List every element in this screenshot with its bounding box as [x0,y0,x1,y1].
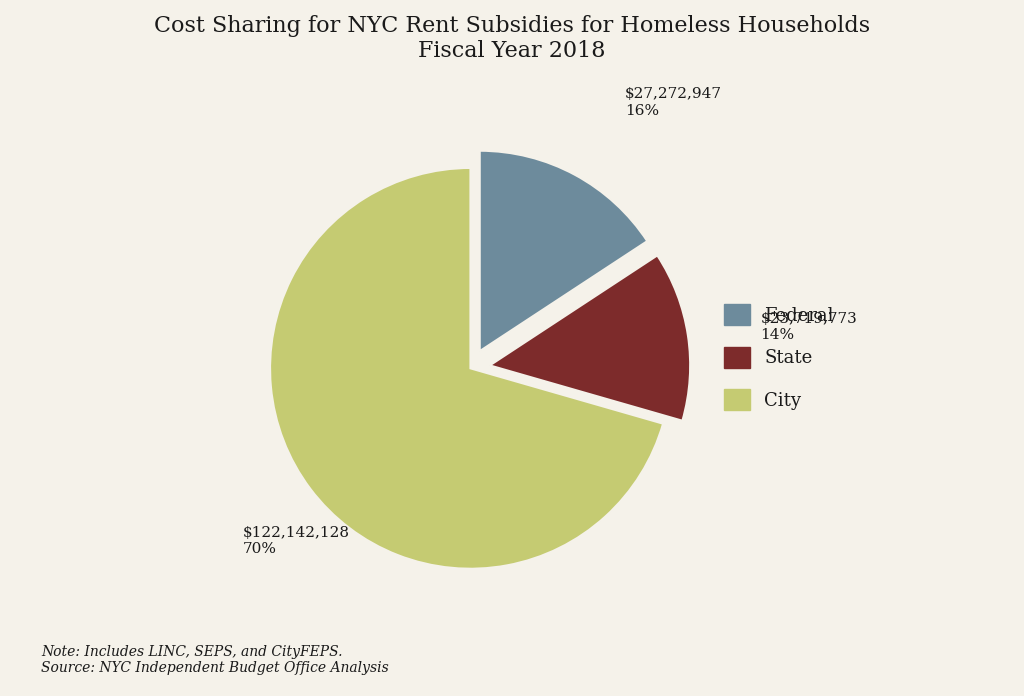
Wedge shape [270,168,664,569]
Text: $122,142,128
70%: $122,142,128 70% [243,525,350,556]
Text: $23,719,773
14%: $23,719,773 14% [761,313,857,342]
Text: $27,272,947
16%: $27,272,947 16% [625,88,722,118]
Legend: Federal, State, City: Federal, State, City [724,304,834,410]
Text: Note: Includes LINC, SEPS, and CityFEPS.
Source: NYC Independent Budget Office A: Note: Includes LINC, SEPS, and CityFEPS.… [41,645,389,675]
Wedge shape [479,151,647,351]
Wedge shape [489,255,690,421]
Title: Cost Sharing for NYC Rent Subsidies for Homeless Households
Fiscal Year 2018: Cost Sharing for NYC Rent Subsidies for … [154,15,870,63]
